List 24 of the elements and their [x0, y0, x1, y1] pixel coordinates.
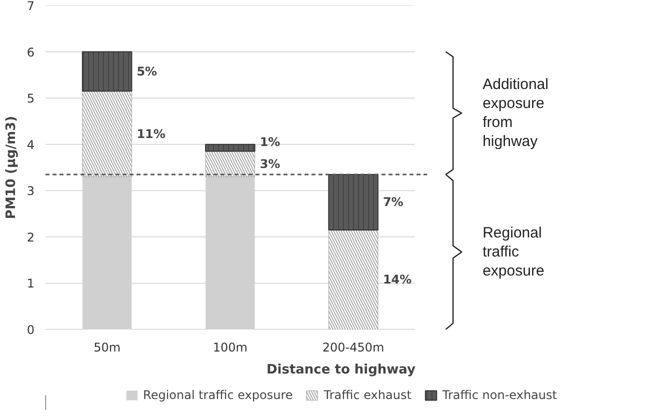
legend-label: Regional traffic exposure: [143, 388, 293, 402]
x-tick-label: 50m: [94, 340, 121, 354]
text: Regional traffic exposure: [482, 224, 544, 280]
annotation: 7%: [382, 195, 404, 210]
y-tick-label: 7: [26, 0, 35, 13]
annotation: 3%: [260, 157, 280, 172]
y-tick-label: 2: [26, 230, 35, 244]
legend-label: Traffic non-exhaust: [442, 388, 557, 402]
y-tick-label: 6: [26, 45, 35, 60]
annotation: 1%: [260, 134, 280, 149]
y-tick-label: 1: [26, 276, 35, 291]
x-tick-label: 200-450m: [322, 340, 384, 354]
annotation: 14%: [382, 272, 412, 287]
y-tick-label: 5: [26, 92, 35, 106]
x-axis-title: Distance to highway: [266, 362, 416, 378]
x-tick-label: 100m: [212, 340, 248, 354]
legend-label: Traffic exhaust: [324, 388, 412, 402]
y-tick-label: 3: [26, 184, 35, 198]
y-tick-label: 4: [26, 138, 35, 152]
annotation: 11%: [136, 126, 166, 141]
annotation: 5%: [136, 64, 158, 78]
y-axis-title: PM10 (µg/m3): [4, 116, 19, 220]
y-tick-label: 0: [26, 323, 35, 337]
text: Additional exposure from highway: [482, 76, 548, 150]
